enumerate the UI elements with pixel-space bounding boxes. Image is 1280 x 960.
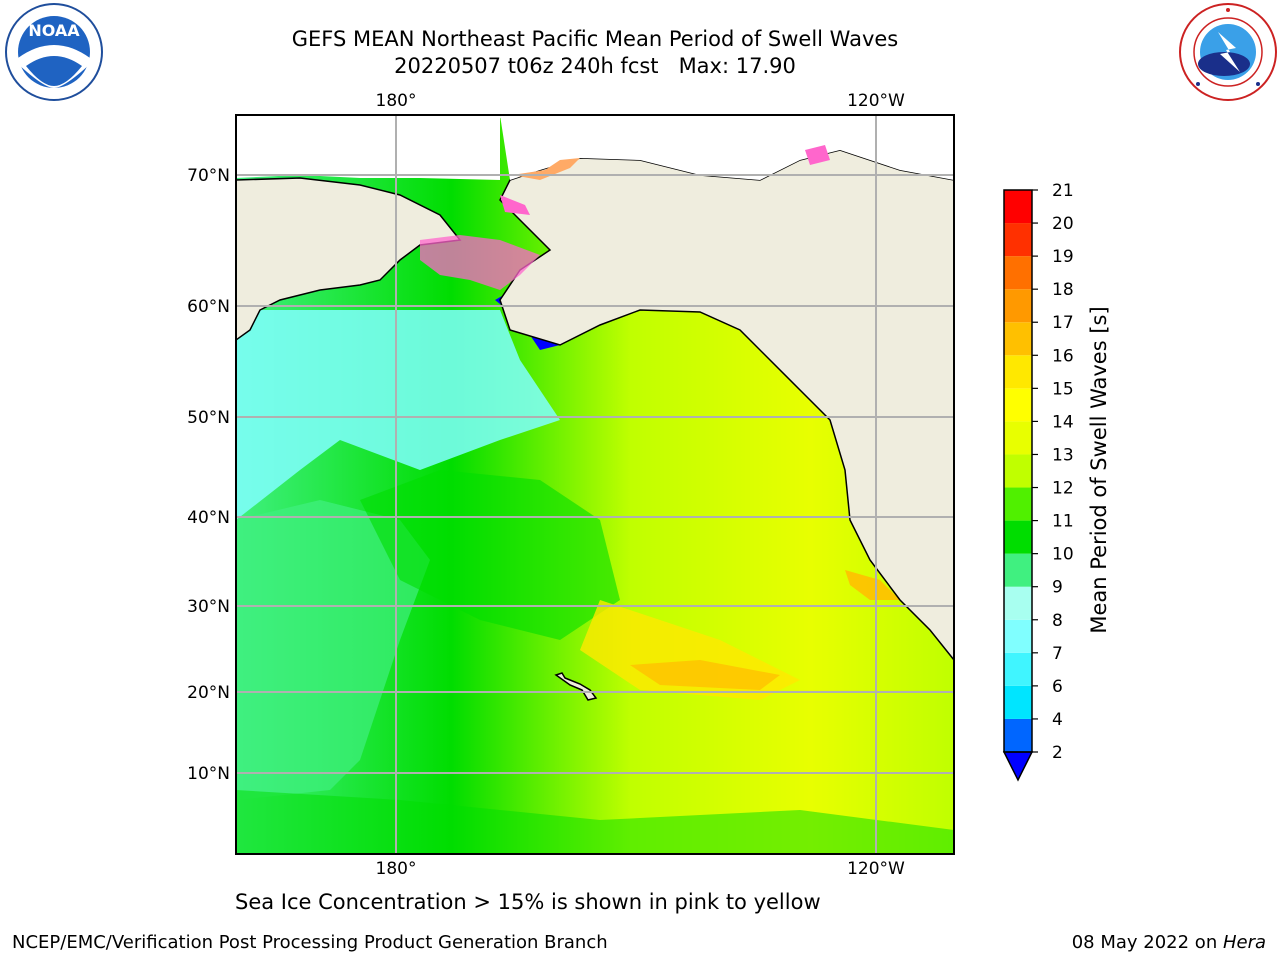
colorbar: 2 4 6 7 8 9 10 11 12 13 14 15 16 17 18 19 20 21 bbox=[1002, 181, 1074, 782]
siberia-landmass bbox=[236, 177, 462, 341]
colorbar-segment bbox=[1004, 190, 1032, 224]
noaa-logo-icon: NOAA bbox=[5, 3, 103, 101]
colorbar-segment bbox=[1004, 586, 1032, 620]
colorbar-segment bbox=[1004, 553, 1032, 587]
colorbar-tick-label: 16 bbox=[1052, 346, 1074, 366]
colorbar-segment bbox=[1004, 256, 1032, 290]
colorbar-segment bbox=[1004, 619, 1032, 653]
colorbar-tick-label: 21 bbox=[1052, 181, 1074, 201]
lon-tick-bottom-180: 180° bbox=[376, 859, 417, 879]
sea-ice-chukchi bbox=[500, 195, 530, 215]
lat-tick-70n: 70°N bbox=[187, 166, 230, 186]
caption: Sea Ice Concentration > 15% is shown in … bbox=[235, 890, 821, 914]
hawaii-islands bbox=[554, 672, 598, 701]
colorbar-tick-label: 8 bbox=[1052, 611, 1063, 631]
national-weather-service-logo-icon bbox=[1179, 3, 1277, 101]
colorbar-segment bbox=[1004, 421, 1032, 455]
lon-tick-top-120w: 120°W bbox=[847, 91, 905, 111]
colorbar-under-triangle bbox=[1002, 751, 1034, 782]
colorbar-tick-label: 12 bbox=[1052, 479, 1074, 499]
colorbar-segment bbox=[1004, 223, 1032, 257]
colorbar-tick-label: 7 bbox=[1052, 644, 1063, 664]
colorbar-title: Mean Period of Swell Waves [s] bbox=[1087, 306, 1111, 633]
colorbar-tick-label: 10 bbox=[1052, 545, 1074, 565]
map-frame bbox=[235, 114, 955, 855]
footer-date-text: 08 May 2022 on bbox=[1071, 932, 1223, 953]
green-swell-region bbox=[236, 500, 430, 800]
colorbar-segment bbox=[1004, 355, 1032, 389]
colorbar-segment bbox=[1004, 388, 1032, 422]
southern-green-band bbox=[236, 790, 954, 854]
lat-tick-60n: 60°N bbox=[187, 297, 230, 317]
colorbar-tick-label: 11 bbox=[1052, 512, 1074, 532]
map-gridlines bbox=[236, 115, 954, 854]
colorbar-segment bbox=[1004, 289, 1032, 323]
colorbar-tick-label: 18 bbox=[1052, 280, 1074, 300]
footer-host: Hera bbox=[1222, 932, 1266, 953]
colorbar-segment bbox=[1004, 718, 1032, 752]
sea-ice-beaufort bbox=[805, 145, 830, 165]
colorbar-tick-label: 20 bbox=[1052, 214, 1074, 234]
colorbar-tick-label: 19 bbox=[1052, 247, 1074, 267]
colorbar-tick-label: 4 bbox=[1052, 710, 1063, 730]
orange-coastal-patch bbox=[845, 570, 900, 600]
lon-tick-top-180: 180° bbox=[376, 91, 417, 111]
lat-tick-20n: 20°N bbox=[187, 683, 230, 703]
colorbar-tick-label: 14 bbox=[1052, 412, 1074, 432]
cyan-swell-region bbox=[236, 310, 560, 520]
lon-tick-bottom-120w: 120°W bbox=[847, 859, 905, 879]
map-panel bbox=[236, 115, 954, 854]
lat-tick-10n: 10°N bbox=[187, 764, 230, 784]
chart-subtitle: 20220507 t06z 240h fcst Max: 17.90 bbox=[394, 54, 796, 78]
footer-date: 08 May 2022 on Hera bbox=[1072, 932, 1266, 953]
colorbar-tick-label: 13 bbox=[1052, 445, 1074, 465]
colorbar-segment bbox=[1004, 487, 1032, 521]
noaa-logo-text: NOAA bbox=[28, 21, 80, 40]
colorbar-segment bbox=[1004, 520, 1032, 554]
colorbar-frame bbox=[1003, 189, 1033, 753]
footer-credit: NCEP/EMC/Verification Post Processing Pr… bbox=[12, 932, 608, 953]
lat-tick-50n: 50°N bbox=[187, 408, 230, 428]
colorbar-tick-label: 2 bbox=[1052, 743, 1063, 763]
colorbar-tick-label: 17 bbox=[1052, 313, 1074, 333]
lat-tick-40n: 40°N bbox=[187, 508, 230, 528]
arctic-ocean-white bbox=[236, 115, 500, 180]
lat-tick-30n: 30°N bbox=[187, 597, 230, 617]
colorbar-tick-label: 9 bbox=[1052, 578, 1063, 598]
sea-ice-bering bbox=[420, 235, 540, 290]
chart-title: GEFS MEAN Northeast Pacific Mean Period … bbox=[291, 27, 899, 51]
colorbar-tick-label: 15 bbox=[1052, 379, 1074, 399]
colorbar-tick-label: 6 bbox=[1052, 677, 1063, 697]
colorbar-segment bbox=[1004, 652, 1032, 686]
colorbar-segment bbox=[1004, 454, 1032, 488]
orange-swell-patch bbox=[630, 660, 780, 690]
colorbar-segment bbox=[1004, 685, 1032, 719]
deep-green-region bbox=[360, 470, 620, 640]
colorbar-segment bbox=[1004, 322, 1032, 356]
